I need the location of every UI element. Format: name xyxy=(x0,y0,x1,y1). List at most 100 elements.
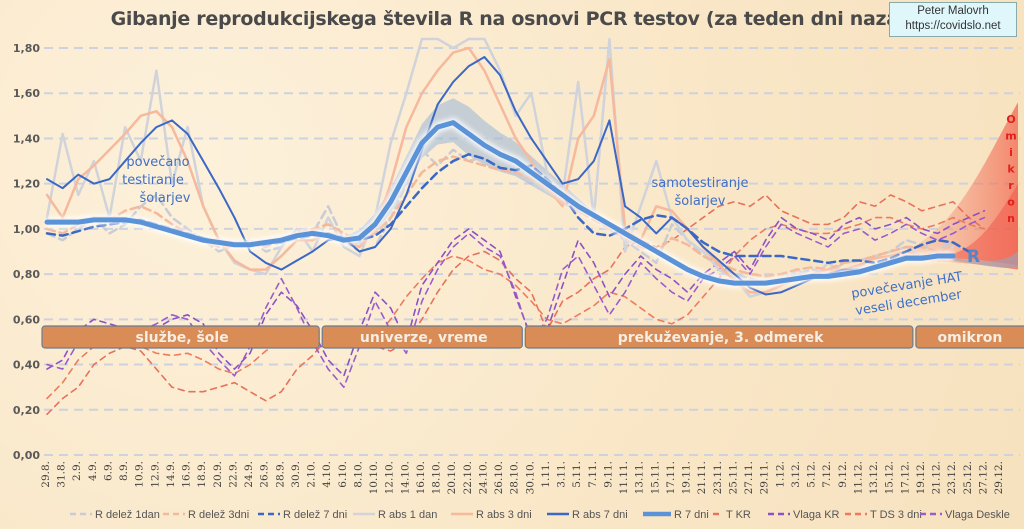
x-tick-label: 26.9. xyxy=(259,461,271,488)
series-r-7-dni xyxy=(44,120,956,286)
annotations: povečano testiranje šolarjev samotestiranje… xyxy=(122,113,1017,319)
x-tick-label: 21.12. xyxy=(931,461,943,494)
legend-label: R 7 dni xyxy=(674,509,709,521)
series-lines xyxy=(44,37,986,416)
y-tick-label: 1,00 xyxy=(13,223,40,236)
legend-label: R delež 3dni xyxy=(188,509,249,521)
y-tick-label: 1,80 xyxy=(13,42,40,55)
x-tick-label: 31.8. xyxy=(56,461,68,488)
x-tick-label: 17.12. xyxy=(899,461,911,494)
period-label: službe, šole xyxy=(136,330,229,346)
y-axis: 0,00 0,20 0,40 0,60 0,80 1,00 1,20 1,40 1,60 1,80 xyxy=(13,42,40,462)
x-tick-label: 12.10. xyxy=(384,461,396,494)
x-tick-label: 6.10. xyxy=(337,461,349,488)
series-r-abs-1-dan xyxy=(45,37,955,298)
x-axis: 29.8. 31.8. 2.9. 4.9. 6.9. 8.9. 10.9. 12.9. 14.9… xyxy=(40,461,1005,494)
x-tick-label: 30.9. xyxy=(290,461,302,488)
legend-label: R delež 1dan xyxy=(95,509,160,521)
y-tick-label: 0,80 xyxy=(13,268,40,281)
series-r-abs-7-dni xyxy=(46,56,955,296)
x-tick-label: 7.11. xyxy=(587,461,599,488)
omikron-letter: O xyxy=(1006,113,1015,126)
author-box: Peter Malovrh https://covidslo.net xyxy=(889,2,1017,37)
legend-label: T KR xyxy=(726,509,751,521)
x-tick-label: 17.11. xyxy=(665,461,677,494)
x-tick-label: 25.12. xyxy=(962,461,974,494)
x-tick-label: 22.10. xyxy=(462,461,474,494)
omikron-letter: i xyxy=(1009,146,1013,159)
x-tick-label: 27.12. xyxy=(977,461,989,494)
x-tick-label: 5.11. xyxy=(571,461,583,488)
x-tick-label: 1.11. xyxy=(540,461,552,488)
series-vlaga-kr xyxy=(46,210,986,377)
omikron-letter: o xyxy=(1007,196,1015,209)
x-tick-label: 15.12. xyxy=(884,461,896,494)
x-tick-label: 29.12. xyxy=(993,461,1005,494)
x-tick-label: 21.11. xyxy=(696,461,708,494)
x-tick-label: 25.11. xyxy=(727,461,739,494)
omikron-letter: n xyxy=(1007,212,1015,225)
author-url[interactable]: https://covidslo.net xyxy=(905,20,1001,32)
y-tick-label: 0,20 xyxy=(13,404,40,417)
x-tick-label: 30.10. xyxy=(524,461,536,494)
legend-label: R delež 7 dni xyxy=(283,509,347,521)
x-tick-label: 10.9. xyxy=(134,461,146,488)
x-tick-label: 20.10. xyxy=(446,461,458,494)
x-tick-label: 15.11. xyxy=(649,461,661,494)
x-tick-label: 26.10. xyxy=(493,461,505,494)
omikron-projection-core xyxy=(937,183,1018,266)
x-tick-label: 3.12. xyxy=(790,461,802,488)
series-t-ds-3-dni xyxy=(46,216,986,400)
x-tick-label: 18.10. xyxy=(431,461,443,494)
y-tick-label: 0,00 xyxy=(13,449,40,462)
period-label: prekuževanje, 3. odmerek xyxy=(618,330,824,346)
series-t-kr xyxy=(46,194,986,416)
x-tick-label: 28.10. xyxy=(509,461,521,494)
x-tick-label: 29.8. xyxy=(40,461,52,488)
x-tick-label: 7.12. xyxy=(821,461,833,488)
omikron-grey-wedge xyxy=(953,251,1018,268)
x-tick-label: 2.10. xyxy=(306,461,318,488)
series-vlaga-deskle xyxy=(46,216,986,388)
legend-label: R abs 1 dan xyxy=(378,509,437,521)
x-tick-label: 12.9. xyxy=(149,461,161,488)
x-tick-label: 28.9. xyxy=(274,461,286,488)
legend-label: Vlaga KR xyxy=(793,509,840,521)
y-tick-label: 0,60 xyxy=(13,313,40,326)
annotation-line: testiranje xyxy=(122,173,184,188)
gridlines xyxy=(44,47,1020,456)
r-label: R xyxy=(967,247,980,267)
x-tick-label: 18.9. xyxy=(196,461,208,488)
x-tick-label: 9.11. xyxy=(602,461,614,488)
legend-label: R abs 7 dni xyxy=(572,509,628,521)
x-tick-label: 14.10. xyxy=(399,461,411,494)
x-tick-label: 29.11. xyxy=(759,461,771,494)
x-tick-label: 22.9. xyxy=(227,461,239,488)
period-bar xyxy=(321,325,523,349)
x-tick-label: 3.11. xyxy=(556,461,568,488)
x-tick-label: 8.9. xyxy=(118,461,130,481)
y-tick-label: 1,20 xyxy=(13,178,40,191)
x-tick-label: 20.9. xyxy=(212,461,224,488)
omikron-letter: r xyxy=(1008,179,1014,192)
period-bars: službe, šole univerze, vreme prekuževanje,… xyxy=(41,325,1024,349)
x-tick-label: 19.12. xyxy=(915,461,927,494)
x-tick-label: 4.9. xyxy=(87,461,99,481)
annotation-line: samotestiranje xyxy=(651,176,748,191)
y-tick-label: 1,60 xyxy=(13,87,40,100)
x-tick-label: 24.10. xyxy=(477,461,489,494)
annotation-line: šolarjev xyxy=(675,194,726,209)
x-tick-label: 23.12. xyxy=(946,461,958,494)
x-tick-label: 14.9. xyxy=(165,461,177,488)
x-tick-label: 16.9. xyxy=(181,461,193,488)
author-name: Peter Malovrh xyxy=(917,5,989,17)
x-tick-label: 16.10. xyxy=(415,461,427,494)
period-bar xyxy=(41,325,320,349)
legend: R delež 1dan R delež 3dni R delež 7 dni R a… xyxy=(70,509,1010,521)
x-tick-label: 5.12. xyxy=(806,461,818,488)
x-tick-label: 19.11. xyxy=(681,461,693,494)
annotation-line: povečano xyxy=(126,155,189,170)
x-tick-label: 23.11. xyxy=(712,461,724,494)
x-tick-label: 1.12. xyxy=(774,461,786,488)
legend-label: R abs 3 dni xyxy=(476,509,532,521)
